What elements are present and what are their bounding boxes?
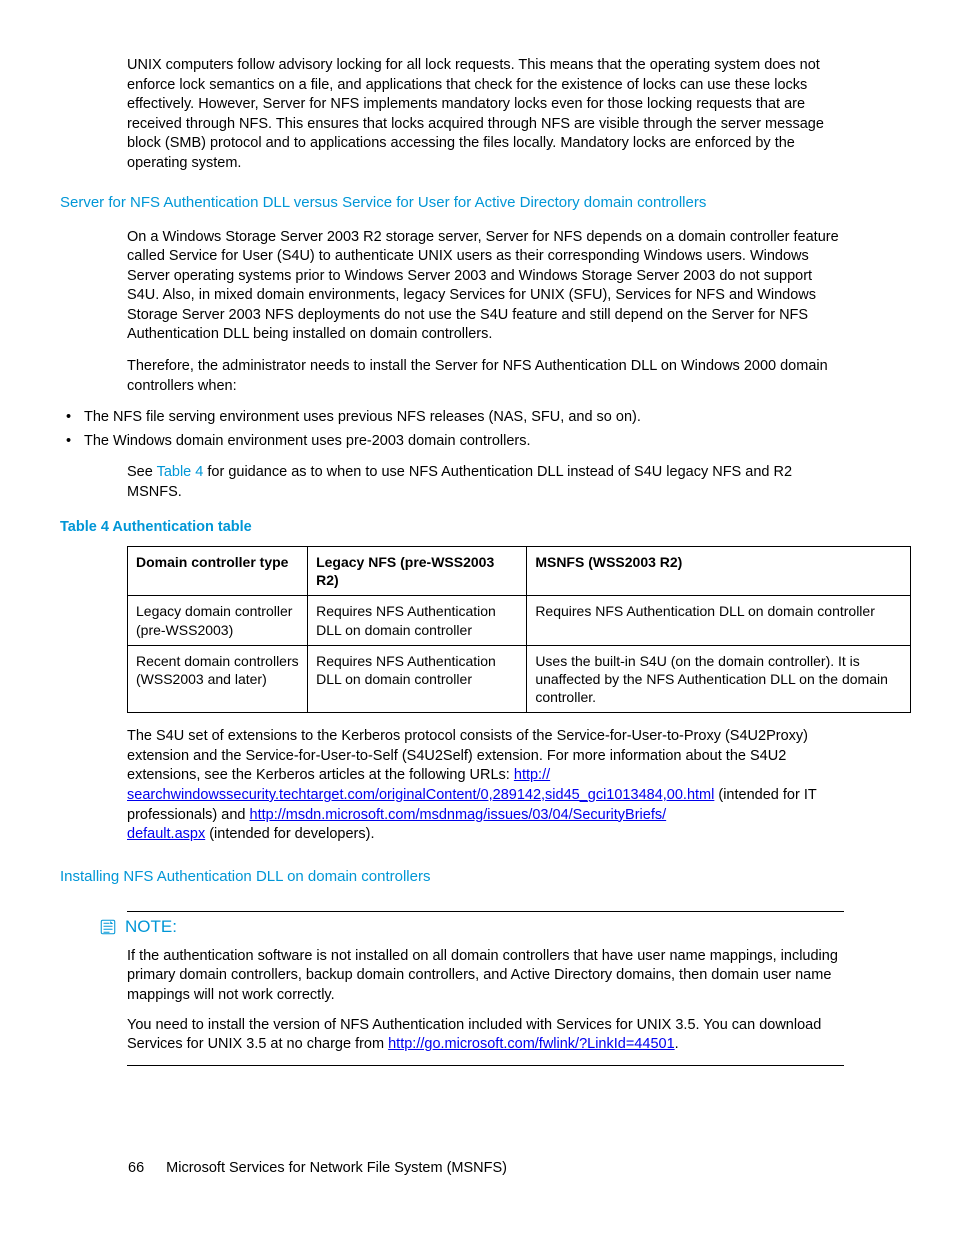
footer-title: Microsoft Services for Network File Syst… <box>166 1160 507 1176</box>
column-header: Domain controller type <box>128 546 308 595</box>
bullet-list: The NFS file serving environment uses pr… <box>60 408 844 451</box>
intro-paragraph: UNIX computers follow advisory locking f… <box>127 56 844 173</box>
table-crossref-link[interactable]: Table 4 <box>157 464 204 480</box>
horizontal-rule <box>127 911 844 912</box>
note-header: NOTE: <box>99 916 844 939</box>
body-paragraph: On a Windows Storage Server 2003 R2 stor… <box>127 228 844 345</box>
external-link[interactable]: http:// <box>514 767 550 783</box>
column-header: MSNFS (WSS2003 R2) <box>527 546 911 595</box>
external-link[interactable]: searchwindowssecurity.techtarget.com/ori… <box>127 787 714 803</box>
table-cell: Requires NFS Authentication DLL on domai… <box>308 645 527 713</box>
body-paragraph: The S4U set of extensions to the Kerbero… <box>127 727 844 844</box>
external-link[interactable]: http://go.microsoft.com/fwlink/?LinkId=4… <box>388 1036 675 1052</box>
page-content: UNIX computers follow advisory locking f… <box>0 0 954 1066</box>
table-cell: Uses the built-in S4U (on the domain con… <box>527 645 911 713</box>
text-run: (intended for developers). <box>205 826 374 842</box>
table-cell: Requires NFS Authentication DLL on domai… <box>308 596 527 645</box>
text-run: for guidance as to when to use NFS Authe… <box>127 464 792 500</box>
table-caption: Table 4 Authentication table <box>60 518 844 538</box>
table-cell: Legacy domain controller (pre-WSS2003) <box>128 596 308 645</box>
external-link[interactable]: default.aspx <box>127 826 205 842</box>
external-link[interactable]: http://msdn.microsoft.com/msdnmag/issues… <box>250 807 667 823</box>
body-paragraph: Therefore, the administrator needs to in… <box>127 357 844 396</box>
text-run: The S4U set of extensions to the Kerbero… <box>127 728 808 783</box>
column-header: Legacy NFS (pre-WSS2003 R2) <box>308 546 527 595</box>
text-run: . <box>675 1036 679 1052</box>
body-paragraph: See Table 4 for guidance as to when to u… <box>127 463 844 502</box>
note-block: NOTE: If the authentication software is … <box>127 911 844 1066</box>
list-item: The NFS file serving environment uses pr… <box>60 408 844 428</box>
authentication-table: Domain controller type Legacy NFS (pre-W… <box>127 546 911 713</box>
note-icon <box>99 918 117 936</box>
note-paragraph: You need to install the version of NFS A… <box>127 1016 844 1055</box>
horizontal-rule <box>127 1065 844 1066</box>
page-footer: 66 Microsoft Services for Network File S… <box>128 1159 507 1179</box>
text-run: See <box>127 464 157 480</box>
table-row: Legacy domain controller (pre-WSS2003) R… <box>128 596 911 645</box>
list-item: The Windows domain environment uses pre-… <box>60 432 844 452</box>
section-heading-auth-dll-vs-s4u: Server for NFS Authentication DLL versus… <box>60 193 844 213</box>
table-cell: Requires NFS Authentication DLL on domai… <box>527 596 911 645</box>
table-cell: Recent domain controllers (WSS2003 and l… <box>128 645 308 713</box>
note-paragraph: If the authentication software is not in… <box>127 947 844 1006</box>
note-label: NOTE: <box>125 916 177 939</box>
section-heading-installing-dll: Installing NFS Authentication DLL on dom… <box>60 867 844 887</box>
table-row: Recent domain controllers (WSS2003 and l… <box>128 645 911 713</box>
table-header-row: Domain controller type Legacy NFS (pre-W… <box>128 546 911 595</box>
page-number: 66 <box>128 1160 144 1176</box>
